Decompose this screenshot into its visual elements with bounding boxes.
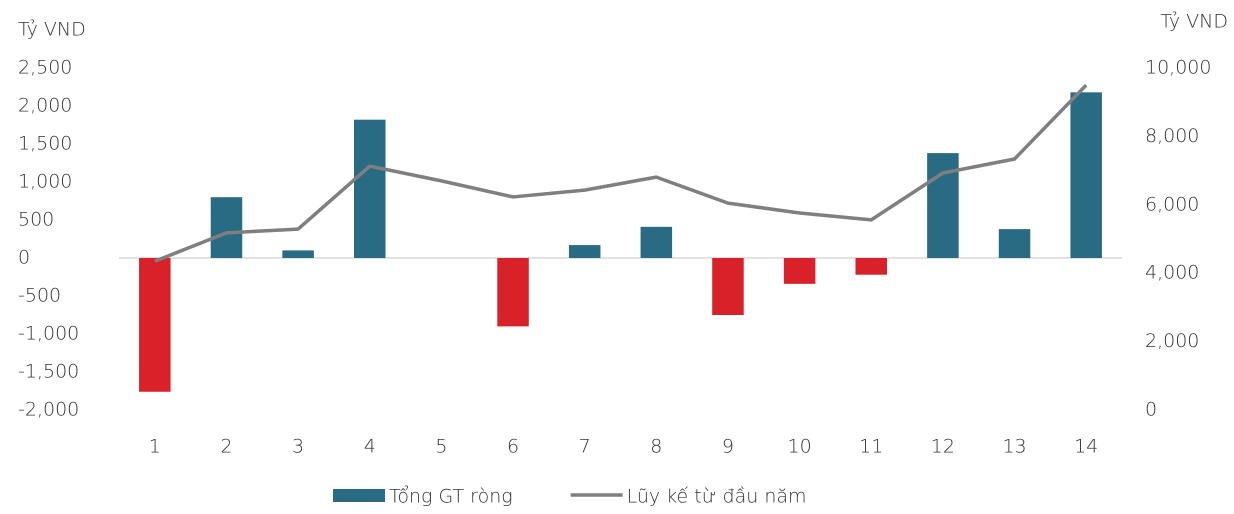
y-tick-label: -1,500	[18, 361, 79, 383]
legend-label: Tổng GT ròng	[389, 485, 513, 508]
x-tick-label: 10	[788, 436, 812, 458]
y-tick-label: 2,500	[18, 57, 72, 79]
bar	[497, 258, 529, 327]
x-tick-label: 8	[650, 436, 662, 458]
y2-tick-label: 6,000	[1145, 193, 1199, 215]
bar	[640, 226, 673, 258]
bar	[783, 258, 816, 284]
x-tick-label: 5	[435, 436, 447, 458]
x-tick-label: 1	[149, 436, 161, 458]
y-tick-label: -2,000	[18, 399, 79, 421]
bar	[282, 250, 314, 258]
bar	[927, 153, 959, 258]
bar	[855, 258, 888, 275]
y-tick-label: 1,500	[18, 133, 72, 155]
x-tick-label: 13	[1002, 436, 1026, 458]
bar	[712, 258, 744, 315]
x-tick-label: 6	[507, 436, 519, 458]
y-tick-label: 2,000	[18, 95, 72, 117]
bar	[139, 258, 171, 392]
y-tick-label: 1,000	[18, 171, 72, 193]
y-tick-label: -1,000	[18, 323, 79, 345]
y-tick-label: 500	[18, 209, 54, 231]
legend-swatch	[333, 489, 385, 502]
legend-label: Lũy kế từ đầu năm	[627, 486, 807, 508]
y2-tick-label: 0	[1145, 399, 1157, 421]
y-tick-label: 0	[18, 247, 30, 269]
x-tick-label: 7	[579, 436, 591, 458]
y2-tick-label: 4,000	[1145, 262, 1199, 284]
x-tick-label: 9	[722, 436, 734, 458]
y2-tick-label: 10,000	[1145, 57, 1211, 79]
y-axis-label: Tỷ VND	[18, 19, 86, 41]
x-tick-label: 11	[859, 436, 883, 458]
x-tick-label: 3	[292, 436, 304, 458]
bar	[353, 119, 386, 259]
y2-tick-label: 8,000	[1145, 125, 1199, 147]
x-tick-label: 14	[1074, 436, 1098, 458]
y-tick-label: -500	[18, 285, 61, 307]
bar	[210, 197, 243, 258]
y2-tick-label: 2,000	[1145, 330, 1199, 352]
y2-axis-label: Tỷ VND	[1160, 11, 1228, 33]
bar	[1070, 92, 1102, 258]
x-tick-label: 12	[931, 436, 955, 458]
bar	[568, 245, 601, 258]
bar	[998, 229, 1031, 258]
x-tick-label: 4	[364, 436, 376, 458]
line	[154, 83, 1088, 263]
x-tick-label: 2	[220, 436, 232, 458]
